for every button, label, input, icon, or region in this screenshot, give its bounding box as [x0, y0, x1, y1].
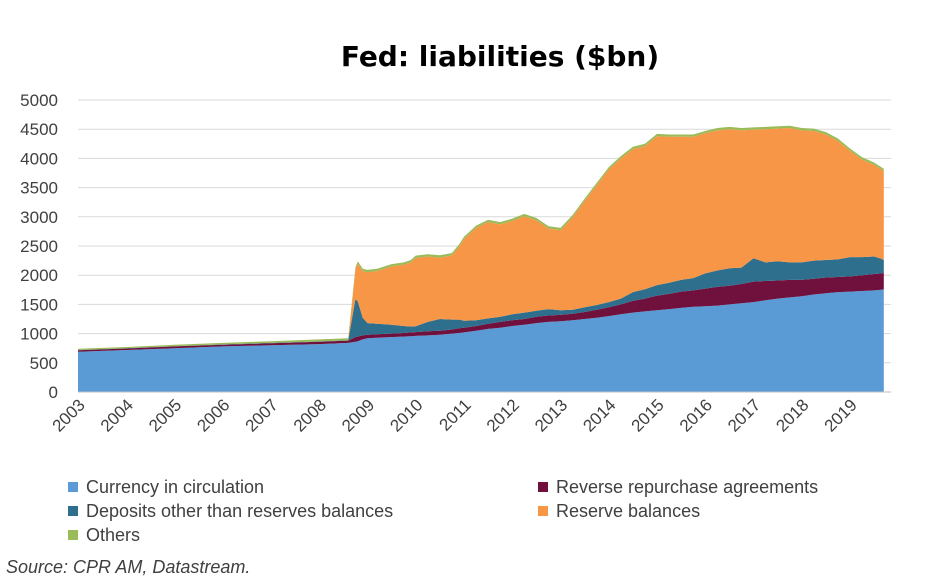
- legend-swatch-currency: [68, 482, 78, 492]
- x-tick-label: 2014: [579, 395, 619, 435]
- legend-label-others: Others: [86, 525, 141, 545]
- area-series-reserve-balances: [78, 128, 884, 350]
- y-tick-label: 0: [49, 383, 58, 402]
- source-note: Source: CPR AM, Datastream.: [6, 557, 251, 577]
- area-series-currency-in-circulation: [78, 289, 884, 392]
- x-tick-label: 2010: [386, 395, 426, 435]
- x-tick-label: 2007: [242, 395, 282, 435]
- y-tick-label: 3000: [20, 208, 58, 227]
- legend-item-reverse-repo: Reverse repurchase agreements: [538, 477, 818, 498]
- y-tick-label: 500: [30, 354, 58, 373]
- legend-item-reserve-balances: Reserve balances: [538, 501, 700, 522]
- legend-swatch-reserve-balances: [538, 506, 548, 516]
- legend-item-others: Others: [68, 525, 140, 546]
- x-tick-label: 2008: [290, 395, 330, 435]
- y-tick-label: 2500: [20, 237, 58, 256]
- legend-swatch-deposits: [68, 506, 78, 516]
- legend-label-reverse-repo: Reverse repurchase agreements: [556, 477, 819, 497]
- y-tick-label: 2000: [20, 266, 58, 285]
- x-tick-label: 2006: [193, 395, 233, 435]
- stacked-areas: [78, 125, 884, 392]
- x-tick-label: 2011: [436, 395, 475, 434]
- x-tick-label: 2005: [145, 395, 185, 435]
- y-tick-label: 1000: [20, 325, 58, 344]
- legend-label-reserve-balances: Reserve balances: [556, 501, 701, 521]
- y-tick-label: 4000: [20, 149, 58, 168]
- x-tick-label: 2016: [676, 395, 716, 435]
- legend-label-currency: Currency in circulation: [86, 477, 265, 497]
- y-tick-label: 5000: [20, 91, 58, 110]
- legend-label-deposits: Deposits other than reserves balances: [86, 501, 394, 521]
- y-tick-label: 1500: [20, 295, 58, 314]
- x-tick-label: 2018: [772, 395, 812, 435]
- y-tick-label: 3500: [20, 179, 58, 198]
- legend-swatch-reverse-repo: [538, 482, 548, 492]
- legend-item-currency: Currency in circulation: [68, 477, 264, 498]
- x-tick-label: 2013: [531, 395, 571, 435]
- x-tick-label: 2009: [338, 395, 378, 435]
- legend-swatch-others: [68, 530, 78, 540]
- area-series-reverse-repurchase-agreements: [78, 272, 884, 352]
- x-tick-label: 2017: [724, 395, 764, 435]
- x-tick-label: 2015: [628, 395, 668, 435]
- x-tick-label: 2019: [821, 395, 861, 435]
- area-series-deposits-other-than-reserves-balances: [78, 256, 884, 351]
- x-tick-label: 2004: [97, 395, 137, 435]
- legend-item-deposits: Deposits other than reserves balances: [68, 501, 393, 522]
- y-tick-label: 4500: [20, 120, 58, 139]
- x-tick-label: 2012: [483, 395, 523, 435]
- chart-title: Fed: liabilities ($bn): [340, 40, 660, 73]
